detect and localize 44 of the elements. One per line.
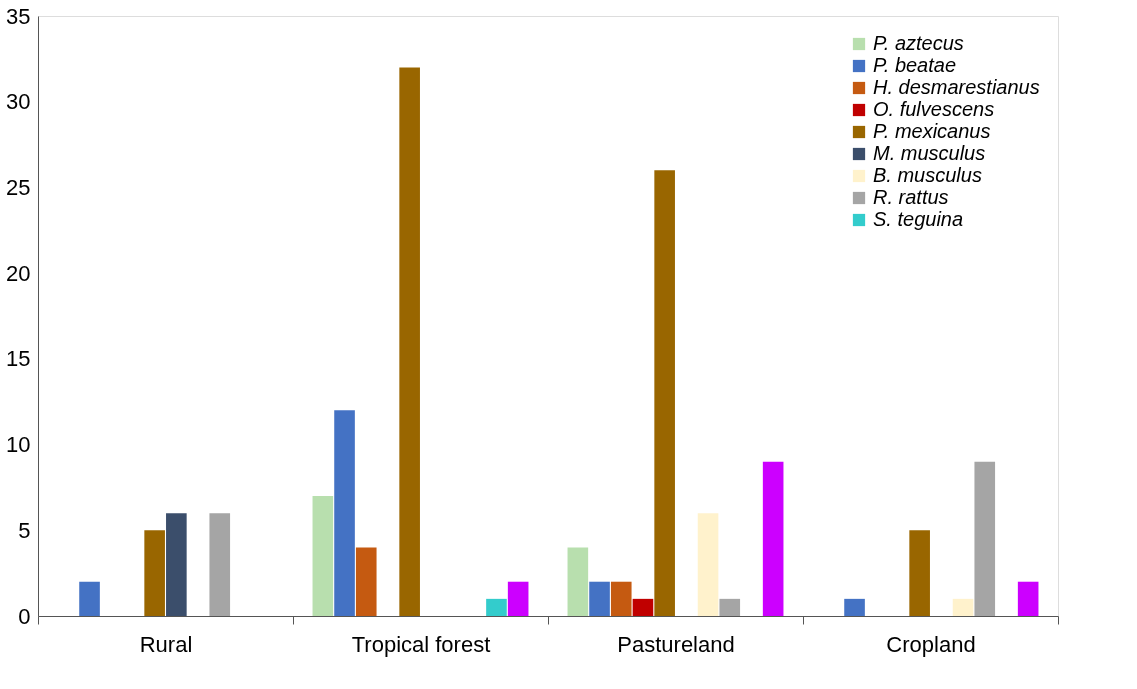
y-tick-label: 10 [6,432,31,458]
y-tick-label: 15 [6,346,31,372]
bar [632,598,654,616]
bar [762,461,784,616]
bar [844,598,865,616]
legend-label: S. teguina [873,208,964,230]
bar [486,598,507,616]
legend-label: P. aztecus [873,32,964,54]
bar [567,547,589,616]
y-tick-label: 5 [18,517,31,543]
bar [719,598,741,616]
bar [334,410,355,616]
bar [355,547,377,616]
y-tick-label: 30 [6,89,31,115]
legend-label: O. fulvescens [873,98,995,120]
y-tick-label: 20 [6,260,31,286]
bar [1017,581,1039,616]
x-tick-label: Pastureland [617,631,735,657]
bar [312,496,334,616]
x-tick-label: Cropland [886,631,976,657]
bar [974,461,996,616]
bar [79,581,100,616]
bar [209,513,231,616]
legend-label: P. mexicanus [873,120,991,142]
bar [909,530,930,616]
legend-label: B. musculus [873,164,982,186]
bar [166,513,187,616]
bar [507,581,529,616]
bar [697,513,719,616]
bar [399,67,420,616]
legend-label: R. rattus [873,186,949,208]
y-tick-label: 35 [6,3,31,29]
x-tick-label: Tropical forest [351,631,491,657]
bar [589,581,610,616]
bar [144,530,165,616]
bar [610,581,632,616]
legend-label: H. desmarestianus [873,76,1040,98]
x-tick-label: Rural [139,631,193,657]
y-tick-label: 25 [6,174,31,200]
legend-label: M. musculus [873,142,986,164]
legend-label: P. beatae [873,54,957,76]
bar [654,170,675,616]
y-tick-label: 0 [18,603,31,629]
bar [952,598,974,616]
